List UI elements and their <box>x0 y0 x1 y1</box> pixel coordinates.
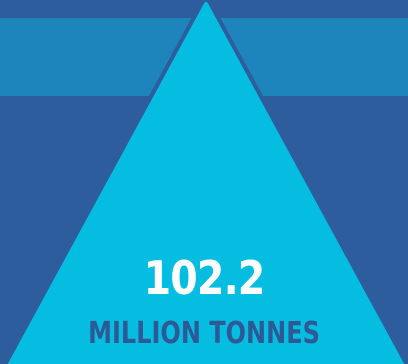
triangle-icon <box>8 2 404 364</box>
stat-value: 102.2 <box>143 251 266 305</box>
stat-unit: MILLION TONNES <box>88 316 320 351</box>
